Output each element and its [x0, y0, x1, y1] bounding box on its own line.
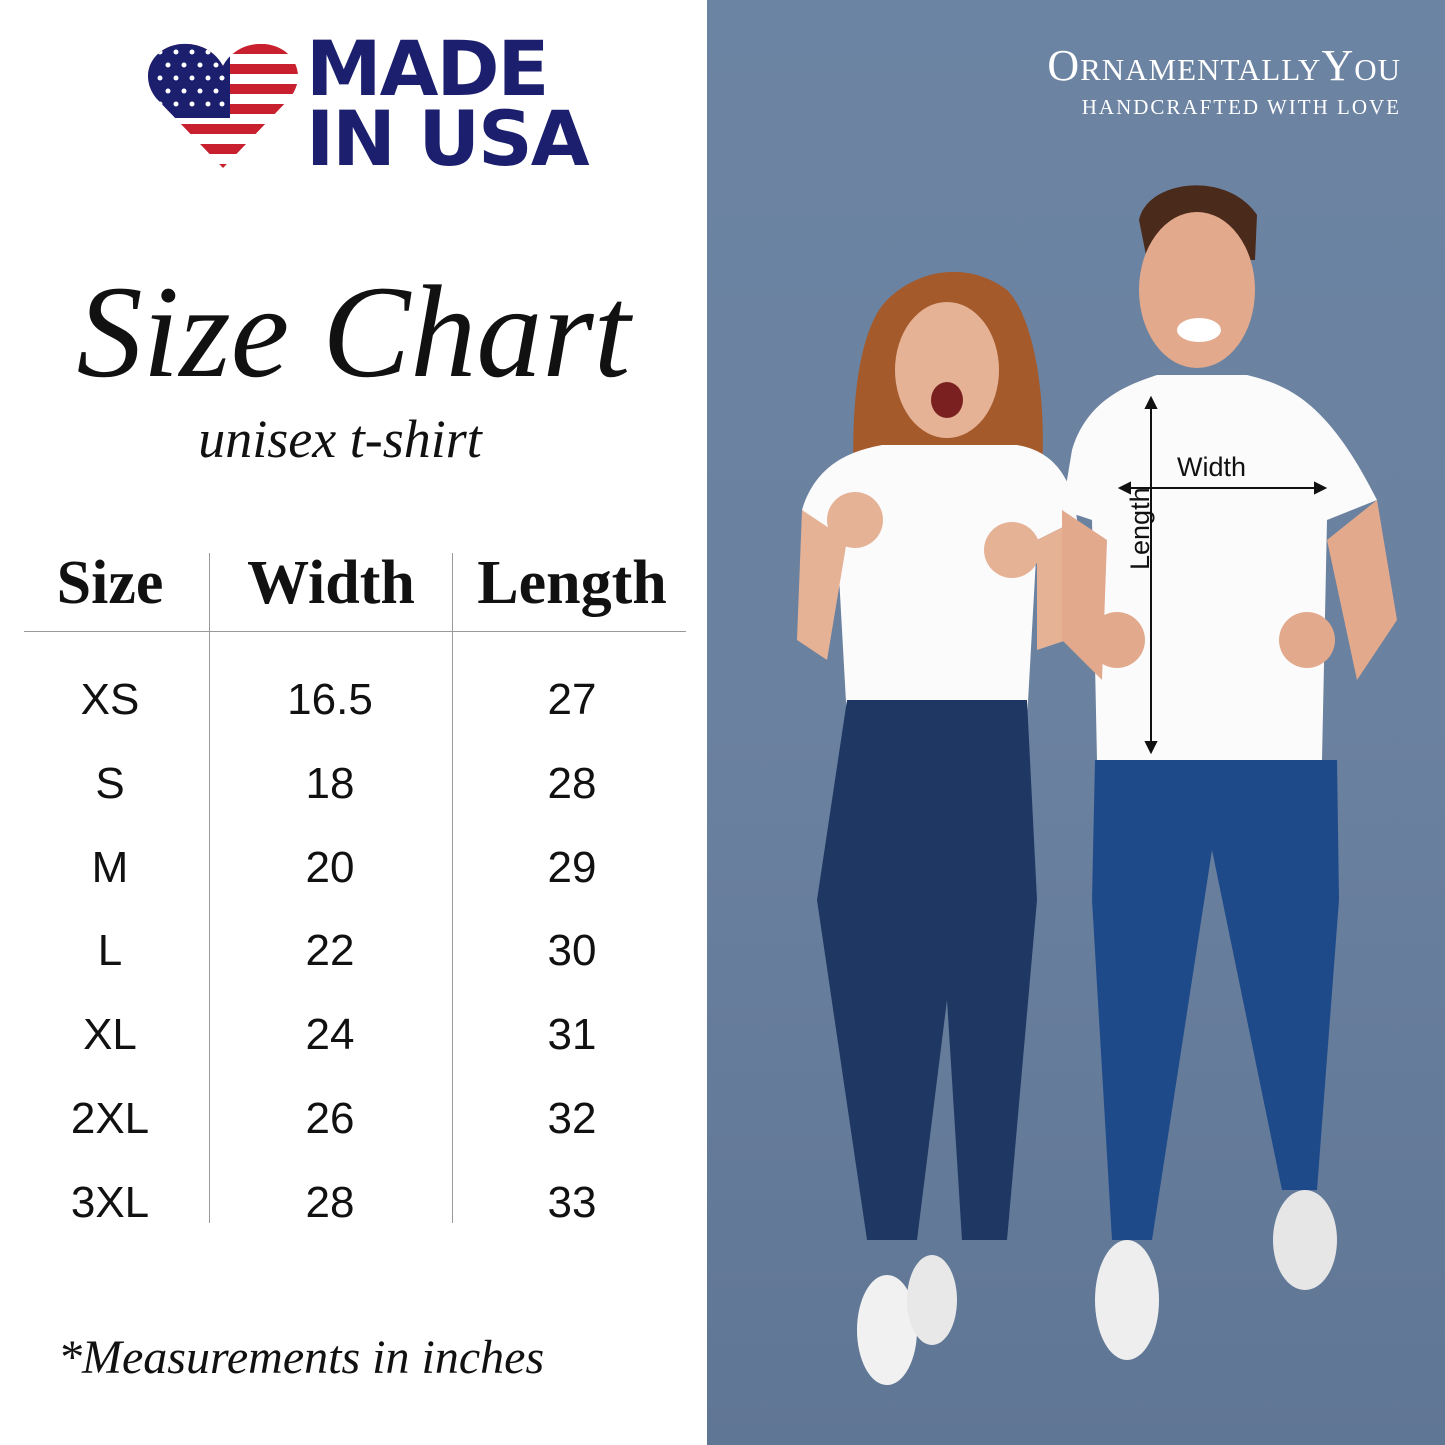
- size-cell: XL: [83, 1010, 137, 1060]
- badge-line-1: MADE: [306, 24, 549, 113]
- size-cell: 2XL: [70, 1094, 150, 1143]
- length-cell: 30: [547, 926, 597, 976]
- length-cell: 29: [547, 842, 597, 892]
- width-cell: 28: [305, 1177, 355, 1227]
- size-cell: S: [95, 758, 125, 808]
- length-measure-label: Length: [1125, 487, 1155, 570]
- brand-name: OrnamentallyYou: [1047, 41, 1401, 90]
- page-title: Size Chart: [76, 258, 631, 405]
- width-measure-label: Width: [1177, 452, 1247, 482]
- badge-line-2: IN USA: [306, 94, 590, 183]
- width-cell: 20: [305, 842, 355, 892]
- brand-tagline: HANDCRAFTED WITH LOVE: [1081, 95, 1401, 119]
- length-cell: 33: [547, 1177, 597, 1227]
- size-cell: L: [97, 926, 123, 976]
- made-in-usa-badge: MADE IN USA: [306, 24, 590, 183]
- page-subtitle: unisex t-shirt: [198, 409, 482, 469]
- size-cell: M: [91, 842, 129, 892]
- model-photo: OrnamentallyYou HANDCRAFTED WITH LOVE: [707, 0, 1445, 1445]
- width-cell: 22: [305, 926, 355, 976]
- width-cell: 18: [305, 758, 355, 808]
- width-cell: 26: [305, 1094, 355, 1143]
- width-cell: 24: [305, 1010, 355, 1060]
- header-length: Length: [477, 549, 667, 617]
- woman-figure: [797, 271, 1077, 1385]
- header-divider: [24, 631, 686, 632]
- length-cell: 32: [547, 1094, 597, 1143]
- length-cell: 27: [547, 675, 597, 724]
- width-cell: 16.5: [287, 675, 373, 724]
- size-cell: XS: [80, 675, 140, 724]
- man-figure: [1062, 185, 1397, 1360]
- footnote: *Measurements in inches: [58, 1331, 545, 1384]
- length-cell: 31: [547, 1010, 597, 1060]
- header-width: Width: [247, 549, 415, 617]
- column-divider: [209, 553, 210, 1223]
- brand-logo: OrnamentallyYou HANDCRAFTED WITH LOVE: [1047, 40, 1401, 120]
- column-divider: [452, 553, 453, 1223]
- heart-flag-icon: [148, 43, 298, 168]
- size-chart-panel: MADE IN USA Size Chart unisex t-shirt Si…: [0, 0, 707, 1445]
- size-cell: 3XL: [70, 1177, 150, 1227]
- header-size: Size: [56, 549, 164, 617]
- length-cell: 28: [547, 758, 597, 808]
- models-illustration: [797, 185, 1397, 1385]
